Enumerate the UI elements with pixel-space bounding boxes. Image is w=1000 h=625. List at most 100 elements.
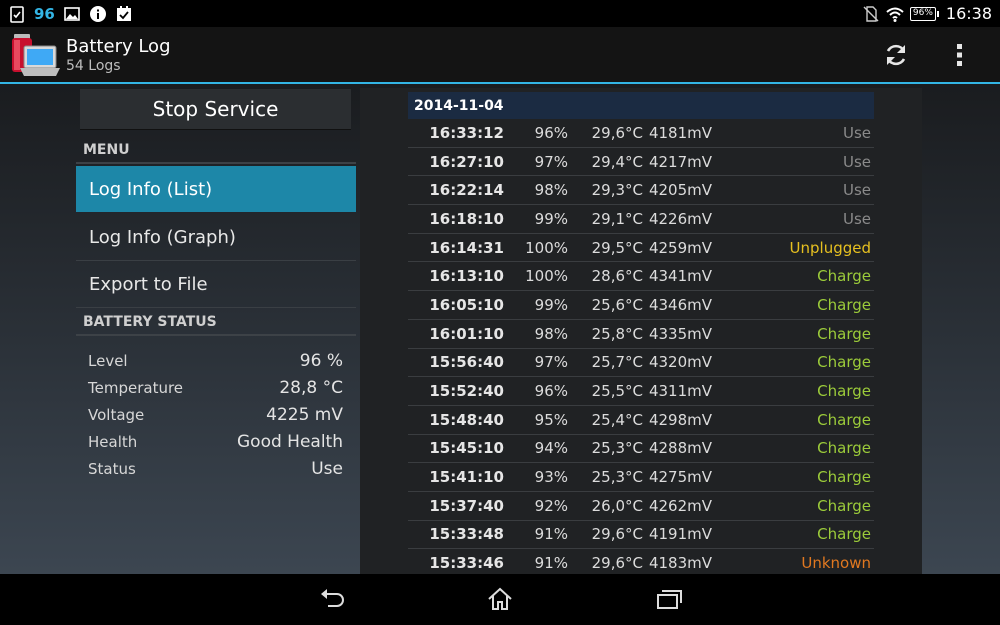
battery-status-header: BATTERY STATUS bbox=[76, 310, 356, 336]
log-row[interactable]: 16:22:14 98% 29,3°C 4205mV Use bbox=[408, 176, 874, 206]
log-status: Charge bbox=[817, 353, 871, 372]
log-time: 16:18:10 bbox=[429, 209, 504, 228]
battery-health-value: Good Health bbox=[237, 432, 343, 452]
menu-item-log-info-graph[interactable]: Log Info (Graph) bbox=[76, 215, 356, 261]
log-status: Charge bbox=[817, 468, 871, 487]
log-temperature: 29,1°C bbox=[591, 209, 643, 228]
log-level: 99% bbox=[534, 295, 568, 314]
log-level: 94% bbox=[534, 439, 568, 458]
log-row[interactable]: 15:33:46 91% 29,6°C 4183mV Unknown bbox=[408, 549, 874, 574]
log-row[interactable]: 15:52:40 96% 25,5°C 4311mV Charge bbox=[408, 377, 874, 406]
log-voltage: 4346mV bbox=[648, 295, 712, 314]
log-time: 16:13:10 bbox=[429, 267, 504, 286]
log-voltage: 4205mV bbox=[648, 181, 712, 200]
log-voltage: 4335mV bbox=[648, 324, 712, 343]
calendar-check-icon bbox=[115, 5, 133, 23]
battery-level-row: Level 96 % bbox=[88, 348, 343, 374]
menu-item-log-info-list[interactable]: Log Info (List) bbox=[76, 166, 356, 212]
log-voltage: 4226mV bbox=[648, 209, 712, 228]
log-temperature: 25,3°C bbox=[591, 439, 643, 458]
stop-service-button[interactable]: Stop Service bbox=[80, 89, 351, 130]
status-bar-notifications: 96 bbox=[8, 5, 133, 23]
log-row[interactable]: 16:33:12 96% 29,6°C 4181mV Use bbox=[408, 119, 874, 148]
log-time: 15:45:10 bbox=[429, 439, 504, 458]
log-level: 98% bbox=[534, 181, 568, 200]
navigation-bar bbox=[0, 574, 1000, 625]
log-row[interactable]: 15:41:10 93% 25,3°C 4275mV Charge bbox=[408, 463, 874, 492]
log-level: 100% bbox=[525, 238, 568, 257]
log-row[interactable]: 16:01:10 98% 25,8°C 4335mV Charge bbox=[408, 320, 874, 349]
log-status: Use bbox=[842, 209, 871, 228]
log-row[interactable]: 16:14:31 100% 29,5°C 4259mV Unplugged bbox=[408, 234, 874, 263]
app-title: Battery Log bbox=[66, 36, 171, 57]
log-row[interactable]: 16:05:10 99% 25,6°C 4346mV Charge bbox=[408, 291, 874, 320]
battery-voltage-value: 4225 mV bbox=[266, 405, 343, 425]
log-level: 91% bbox=[534, 525, 568, 544]
refresh-button[interactable] bbox=[880, 39, 912, 71]
battery-health-row: Health Good Health bbox=[88, 429, 343, 455]
log-level: 95% bbox=[534, 410, 568, 429]
log-time: 16:05:10 bbox=[429, 295, 504, 314]
battery-log-app-icon bbox=[10, 30, 60, 80]
log-voltage: 4181mV bbox=[648, 123, 712, 142]
log-status: Charge bbox=[817, 382, 871, 401]
log-row[interactable]: 16:18:10 99% 29,1°C 4226mV Use bbox=[408, 205, 874, 234]
log-status: Charge bbox=[817, 295, 871, 314]
log-row[interactable]: 15:48:40 95% 25,4°C 4298mV Charge bbox=[408, 406, 874, 435]
log-temperature: 28,6°C bbox=[591, 267, 643, 286]
log-voltage: 4341mV bbox=[648, 267, 712, 286]
overflow-menu-button[interactable] bbox=[944, 39, 976, 71]
refresh-icon bbox=[886, 44, 906, 66]
log-row[interactable]: 15:56:40 97% 25,7°C 4320mV Charge bbox=[408, 349, 874, 378]
log-temperature: 25,6°C bbox=[591, 295, 643, 314]
log-voltage: 4311mV bbox=[648, 382, 712, 401]
log-level: 96% bbox=[534, 382, 568, 401]
log-voltage: 4259mV bbox=[648, 238, 712, 257]
log-status: Use bbox=[842, 181, 871, 200]
clock: 16:38 bbox=[945, 4, 992, 23]
battery-health-label: Health bbox=[88, 433, 138, 451]
image-icon bbox=[63, 5, 81, 23]
log-row[interactable]: 15:45:10 94% 25,3°C 4288mV Charge bbox=[408, 435, 874, 464]
log-list-panel[interactable]: 2014-11-04 16:33:12 96% 29,6°C 4181mV Use 16:… bbox=[360, 88, 922, 574]
battery-temperature-value: 28,8 °C bbox=[279, 378, 343, 398]
log-level: 97% bbox=[534, 353, 568, 372]
log-row[interactable]: 15:37:40 92% 26,0°C 4262mV Charge bbox=[408, 492, 874, 521]
log-status: Unplugged bbox=[789, 238, 871, 257]
no-sim-icon bbox=[862, 5, 880, 23]
log-level: 98% bbox=[534, 324, 568, 343]
battery-status-row: Status Use bbox=[88, 456, 343, 482]
log-temperature: 25,7°C bbox=[591, 353, 643, 372]
log-voltage: 4320mV bbox=[648, 353, 712, 372]
log-time: 15:33:46 bbox=[429, 554, 504, 573]
log-temperature: 29,6°C bbox=[591, 554, 643, 573]
log-level: 99% bbox=[534, 209, 568, 228]
log-level: 100% bbox=[525, 267, 568, 286]
recents-icon bbox=[657, 590, 682, 609]
log-temperature: 25,8°C bbox=[591, 324, 643, 343]
log-row[interactable]: 16:27:10 97% 29,4°C 4217mV Use bbox=[408, 148, 874, 177]
log-temperature: 29,5°C bbox=[591, 238, 643, 257]
wifi-icon bbox=[886, 5, 904, 23]
log-voltage: 4298mV bbox=[648, 410, 712, 429]
log-time: 15:56:40 bbox=[429, 353, 504, 372]
log-level: 97% bbox=[534, 152, 568, 171]
menu-header: MENU bbox=[76, 138, 356, 164]
battery-level-value: 96 % bbox=[299, 351, 343, 371]
log-time: 16:33:12 bbox=[429, 123, 504, 142]
log-voltage: 4288mV bbox=[648, 439, 712, 458]
log-level: 92% bbox=[534, 496, 568, 515]
menu-item-export-to-file[interactable]: Export to File bbox=[76, 262, 356, 308]
log-level: 96% bbox=[534, 123, 568, 142]
clipboard-check-icon bbox=[8, 5, 26, 23]
recents-button[interactable] bbox=[654, 586, 682, 612]
log-row[interactable]: 16:13:10 100% 28,6°C 4341mV Charge bbox=[408, 262, 874, 292]
log-temperature: 25,3°C bbox=[591, 468, 643, 487]
log-time: 16:22:14 bbox=[429, 181, 504, 200]
home-button[interactable] bbox=[486, 586, 514, 612]
log-row[interactable]: 15:33:48 91% 29,6°C 4191mV Charge bbox=[408, 521, 874, 550]
action-icons bbox=[880, 39, 976, 71]
back-button[interactable] bbox=[318, 586, 346, 612]
log-status: Use bbox=[842, 123, 871, 142]
log-time: 15:48:40 bbox=[429, 410, 504, 429]
